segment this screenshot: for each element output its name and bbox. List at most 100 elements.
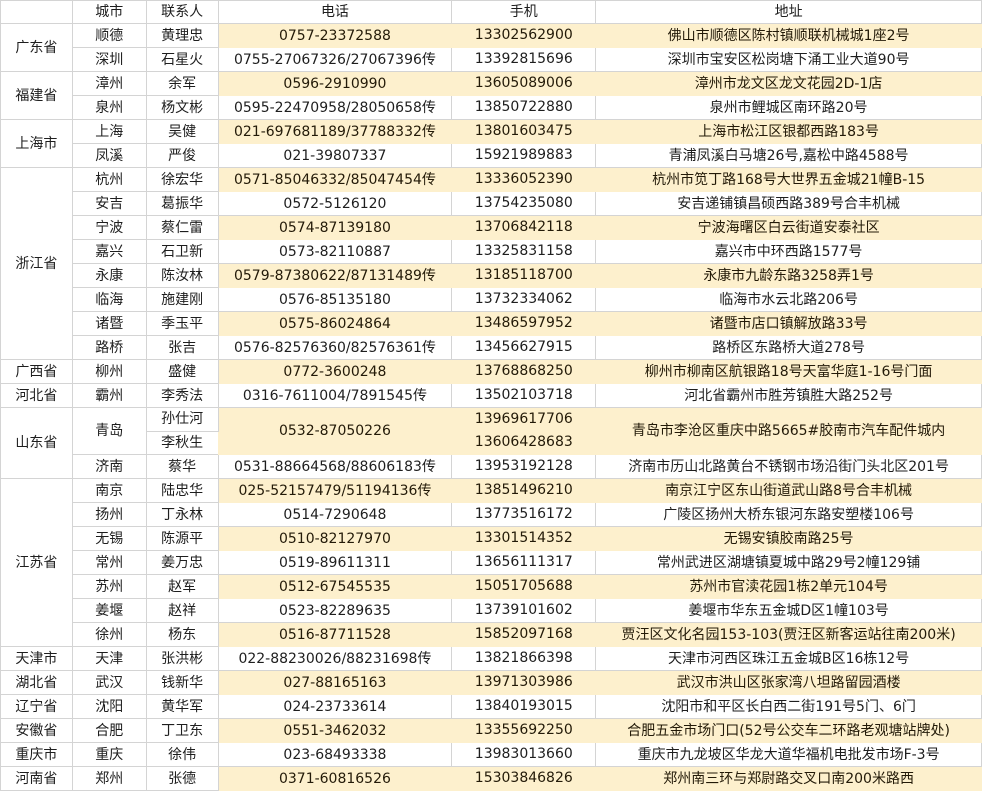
province-cell[interactable]: 广东省 <box>0 23 73 72</box>
contact-cell[interactable]: 季玉平 <box>145 311 219 336</box>
city-cell[interactable]: 霸州 <box>71 383 147 408</box>
address-cell[interactable]: 柳州市柳南区航银路18号天富华庭1-16号门面 <box>595 359 982 384</box>
address-cell[interactable]: 河北省霸州市胜芳镇胜大路252号 <box>595 383 982 408</box>
contact-cell[interactable]: 赵军 <box>145 574 219 599</box>
city-cell[interactable]: 泉州 <box>71 95 147 120</box>
header-province[interactable] <box>0 0 73 24</box>
contact-cell[interactable]: 施建刚 <box>145 287 219 312</box>
address-cell[interactable]: 济南市历山北路黄台不锈钢市场沿街门头北区201号 <box>595 454 982 479</box>
province-cell[interactable]: 河北省 <box>0 383 73 408</box>
mobile-cell[interactable]: 13302562900 <box>451 23 597 48</box>
mobile-cell[interactable]: 13821866398 <box>451 646 597 671</box>
city-cell[interactable]: 常州 <box>71 550 147 575</box>
phone-cell[interactable]: 0575-86024864 <box>217 311 453 336</box>
contact-cell[interactable]: 徐宏华 <box>145 167 219 192</box>
mobile-cell[interactable]: 13732334062 <box>451 287 597 312</box>
city-cell[interactable]: 永康 <box>71 263 147 288</box>
header-city[interactable]: 城市 <box>71 0 147 24</box>
phone-cell[interactable]: 0514-7290648 <box>217 502 453 527</box>
mobile-cell[interactable]: 13456627915 <box>451 335 597 360</box>
phone-cell[interactable]: 0755-27067326/27067396传 <box>217 47 453 72</box>
phone-cell[interactable]: 0512-67545535 <box>217 574 453 599</box>
phone-cell[interactable]: 0532-87050226 <box>217 407 453 455</box>
city-cell[interactable]: 天津 <box>71 646 147 671</box>
address-cell[interactable]: 武汉市洪山区张家湾八坦路留园酒楼 <box>595 670 982 695</box>
city-cell[interactable]: 济南 <box>71 454 147 479</box>
city-cell[interactable]: 上海 <box>71 119 147 144</box>
city-cell[interactable]: 路桥 <box>71 335 147 360</box>
city-cell[interactable]: 安吉 <box>71 191 147 216</box>
contact-cell[interactable]: 陈源平 <box>145 526 219 551</box>
phone-cell[interactable]: 027-88165163 <box>217 670 453 695</box>
city-cell[interactable]: 徐州 <box>71 622 147 647</box>
mobile-cell[interactable]: 13336052390 <box>451 167 597 192</box>
mobile-cell[interactable]: 13325831158 <box>451 239 597 264</box>
province-cell[interactable]: 河南省 <box>0 766 73 791</box>
header-contact[interactable]: 联系人 <box>145 0 219 24</box>
city-cell[interactable]: 凤溪 <box>71 143 147 168</box>
mobile-cell[interactable]: 13983013660 <box>451 742 597 767</box>
contact-cell[interactable]: 李秋生 <box>145 430 219 455</box>
address-cell[interactable]: 临海市水云北路206号 <box>595 287 982 312</box>
phone-cell[interactable]: 025-52157479/51194136传 <box>217 478 453 503</box>
city-cell[interactable]: 柳州 <box>71 359 147 384</box>
address-cell[interactable]: 泉州市鲤城区南环路20号 <box>595 95 982 120</box>
contact-cell[interactable]: 蔡仁雷 <box>145 215 219 240</box>
address-cell[interactable]: 深圳市宝安区松岗塘下涌工业大道90号 <box>595 47 982 72</box>
phone-cell[interactable]: 0523-82289635 <box>217 598 453 623</box>
address-cell[interactable]: 姜堰市华东五金城D区1幢103号 <box>595 598 982 623</box>
province-cell[interactable]: 安徽省 <box>0 718 73 743</box>
contact-cell[interactable]: 徐伟 <box>145 742 219 767</box>
phone-cell[interactable]: 0595-22470958/28050658传 <box>217 95 453 120</box>
phone-cell[interactable]: 0516-87711528 <box>217 622 453 647</box>
contact-cell[interactable]: 陆忠华 <box>145 478 219 503</box>
contact-cell[interactable]: 黄华军 <box>145 694 219 719</box>
address-cell[interactable]: 永康市九龄东路3258弄1号 <box>595 263 982 288</box>
contact-cell[interactable]: 吴健 <box>145 119 219 144</box>
city-cell[interactable]: 漳州 <box>71 71 147 96</box>
contact-cell[interactable]: 赵祥 <box>145 598 219 623</box>
province-cell[interactable]: 广西省 <box>0 359 73 384</box>
mobile-cell[interactable]: 13301514352 <box>451 526 597 551</box>
contact-cell[interactable]: 陈汝林 <box>145 263 219 288</box>
city-cell[interactable]: 重庆 <box>71 742 147 767</box>
phone-cell[interactable]: 0531-88664568/88606183传 <box>217 454 453 479</box>
address-cell[interactable]: 沈阳市和平区长白西二街191号5门、6门 <box>595 694 982 719</box>
province-cell[interactable]: 山东省 <box>0 407 73 479</box>
address-cell[interactable]: 常州武进区湖塘镇夏城中路29号2幢129铺 <box>595 550 982 575</box>
phone-cell[interactable]: 0576-85135180 <box>217 287 453 312</box>
city-cell[interactable]: 苏州 <box>71 574 147 599</box>
mobile-cell[interactable]: 13773516172 <box>451 502 597 527</box>
address-cell[interactable]: 贾汪区文化名园153-103(贾汪区新客运站往南200米) <box>595 622 982 647</box>
mobile-cell[interactable]: 13851496210 <box>451 478 597 503</box>
header-mobile[interactable]: 手机 <box>451 0 597 24</box>
mobile-cell[interactable]: 13971303986 <box>451 670 597 695</box>
contact-cell[interactable]: 黄理忠 <box>145 23 219 48</box>
phone-cell[interactable]: 021-697681189/37788332传 <box>217 119 453 144</box>
mobile-cell[interactable]: 13502103718 <box>451 383 597 408</box>
province-cell[interactable]: 浙江省 <box>0 167 73 360</box>
contact-cell[interactable]: 蔡华 <box>145 454 219 479</box>
phone-cell[interactable]: 0573-82110887 <box>217 239 453 264</box>
contact-cell[interactable]: 杨东 <box>145 622 219 647</box>
mobile-cell[interactable]: 13392815696 <box>451 47 597 72</box>
address-cell[interactable]: 诸暨市店口镇解放路33号 <box>595 311 982 336</box>
phone-cell[interactable]: 0772-3600248 <box>217 359 453 384</box>
address-cell[interactable]: 路桥区东路桥大道278号 <box>595 335 982 360</box>
city-cell[interactable]: 武汉 <box>71 670 147 695</box>
mobile-cell[interactable]: 13969617706 13606428683 <box>451 407 597 455</box>
mobile-cell[interactable]: 15303846826 <box>451 766 597 791</box>
city-cell[interactable]: 南京 <box>71 478 147 503</box>
province-cell[interactable]: 江苏省 <box>0 478 73 647</box>
address-cell[interactable]: 上海市松江区银都西路183号 <box>595 119 982 144</box>
mobile-cell[interactable]: 13706842118 <box>451 215 597 240</box>
mobile-cell[interactable]: 13801603475 <box>451 119 597 144</box>
province-cell[interactable]: 天津市 <box>0 646 73 671</box>
contact-cell[interactable]: 石卫新 <box>145 239 219 264</box>
phone-cell[interactable]: 024-23733614 <box>217 694 453 719</box>
mobile-cell[interactable]: 13486597952 <box>451 311 597 336</box>
address-cell[interactable]: 苏州市官渎花园1栋2单元104号 <box>595 574 982 599</box>
city-cell[interactable]: 顺德 <box>71 23 147 48</box>
mobile-cell[interactable]: 13840193015 <box>451 694 597 719</box>
phone-cell[interactable]: 0596-2910990 <box>217 71 453 96</box>
